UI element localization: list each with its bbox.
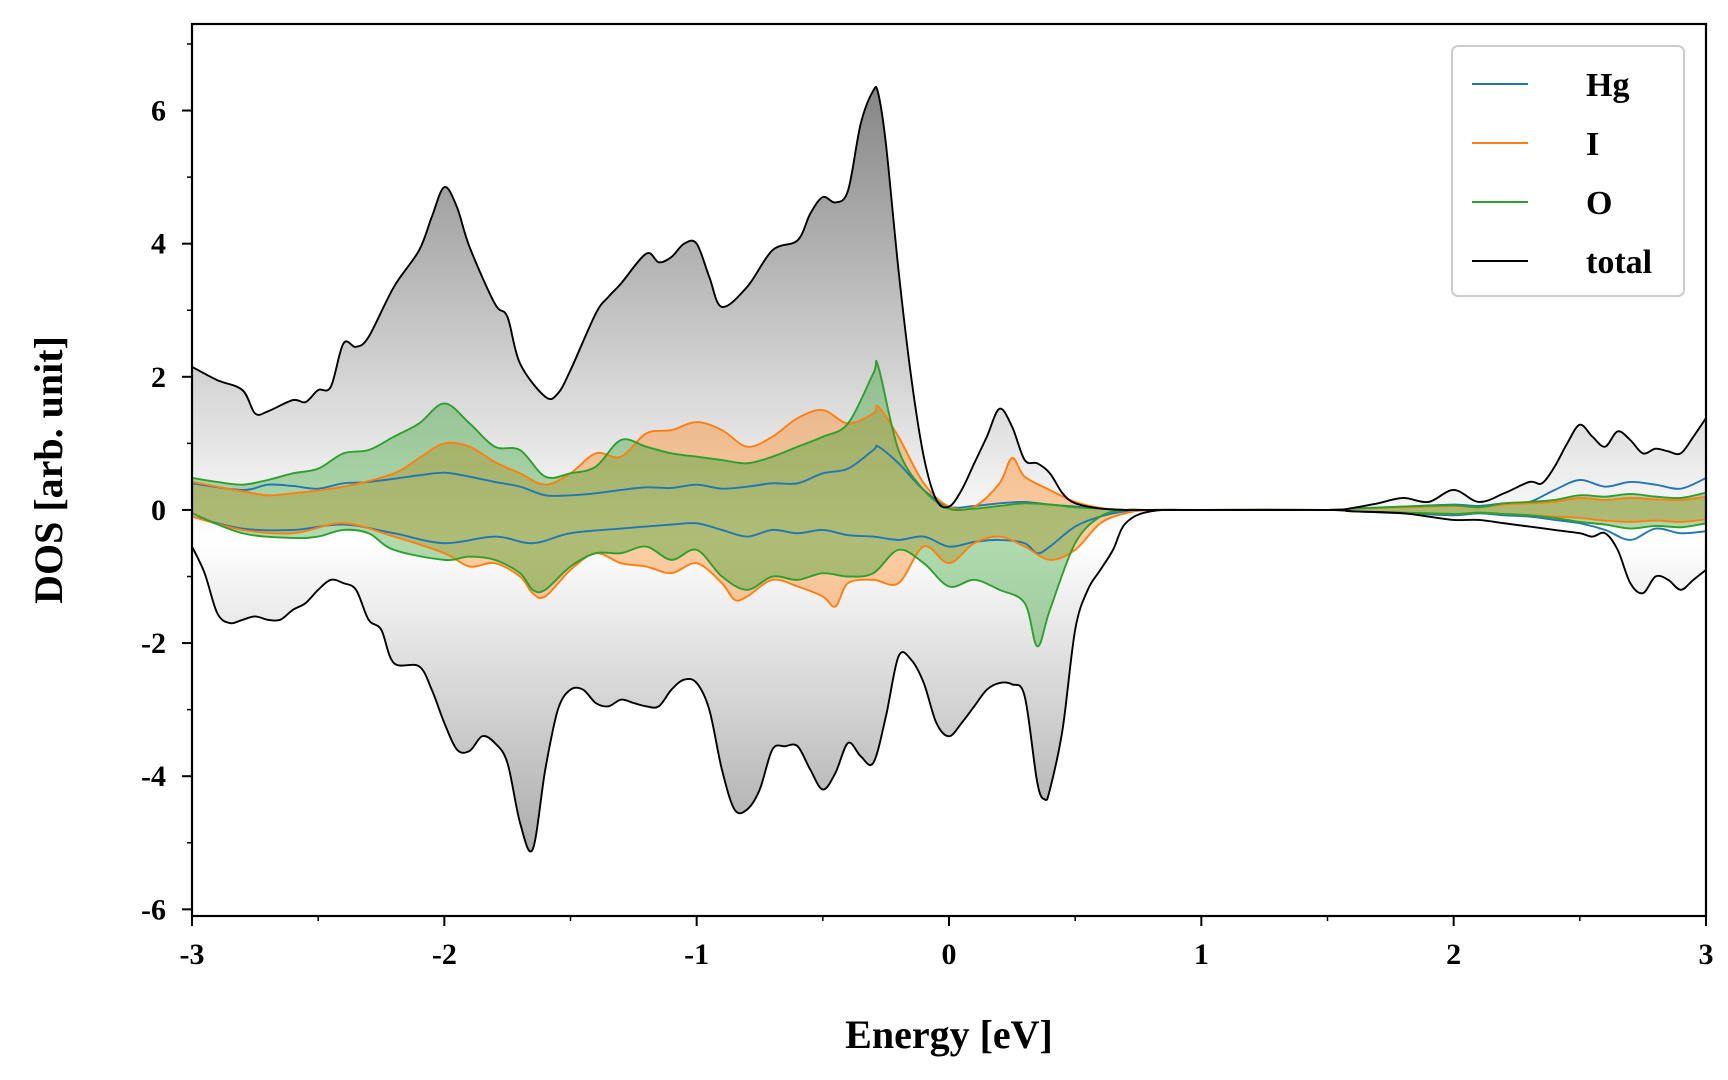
- x-tick-label: -3: [180, 938, 205, 971]
- legend-label-o: O: [1586, 185, 1612, 222]
- x-tick-label: 1: [1194, 938, 1209, 971]
- legend-label-total: total: [1586, 244, 1652, 281]
- y-axis: -6 -4 -2 0 2 4 6: [141, 43, 192, 926]
- line-total-down: [191, 508, 1707, 853]
- line-o-up: [191, 359, 1707, 512]
- y-tick-label: 6: [151, 95, 166, 128]
- line-hg-down: [191, 508, 1707, 555]
- fill-o-up: [192, 360, 1706, 511]
- legend-label-hg: Hg: [1586, 67, 1629, 104]
- y-axis-title: DOS [arb. unit]: [26, 336, 71, 604]
- x-tick-label: 2: [1446, 938, 1461, 971]
- y-tick-label: 4: [151, 228, 166, 261]
- plot-lines: [191, 86, 1707, 853]
- x-tick-label: 3: [1699, 938, 1714, 971]
- x-tick-label: -2: [432, 938, 457, 971]
- y-tick-label: 0: [151, 494, 166, 527]
- legend-label-i: I: [1586, 126, 1599, 163]
- y-tick-label: -2: [141, 627, 166, 660]
- x-axis-title: Energy [eV]: [845, 1012, 1053, 1057]
- y-tick-label: -6: [141, 893, 166, 926]
- line-o-down: [191, 508, 1707, 648]
- y-tick-label: -4: [141, 760, 166, 793]
- x-tick-label: -1: [684, 938, 709, 971]
- fill-total-down: [192, 509, 1706, 852]
- fill-o-down: [192, 509, 1706, 647]
- y-tick-label: 2: [151, 361, 166, 394]
- legend-box: [1451, 45, 1685, 297]
- x-tick-label: 0: [942, 938, 957, 971]
- line-total-up: [191, 86, 1707, 512]
- x-axis: -3 -2 -1 0 1 2 3: [180, 916, 1714, 971]
- fill-i-up: [192, 405, 1706, 511]
- fill-total-up: [192, 86, 1706, 511]
- line-hg-up: [191, 444, 1707, 511]
